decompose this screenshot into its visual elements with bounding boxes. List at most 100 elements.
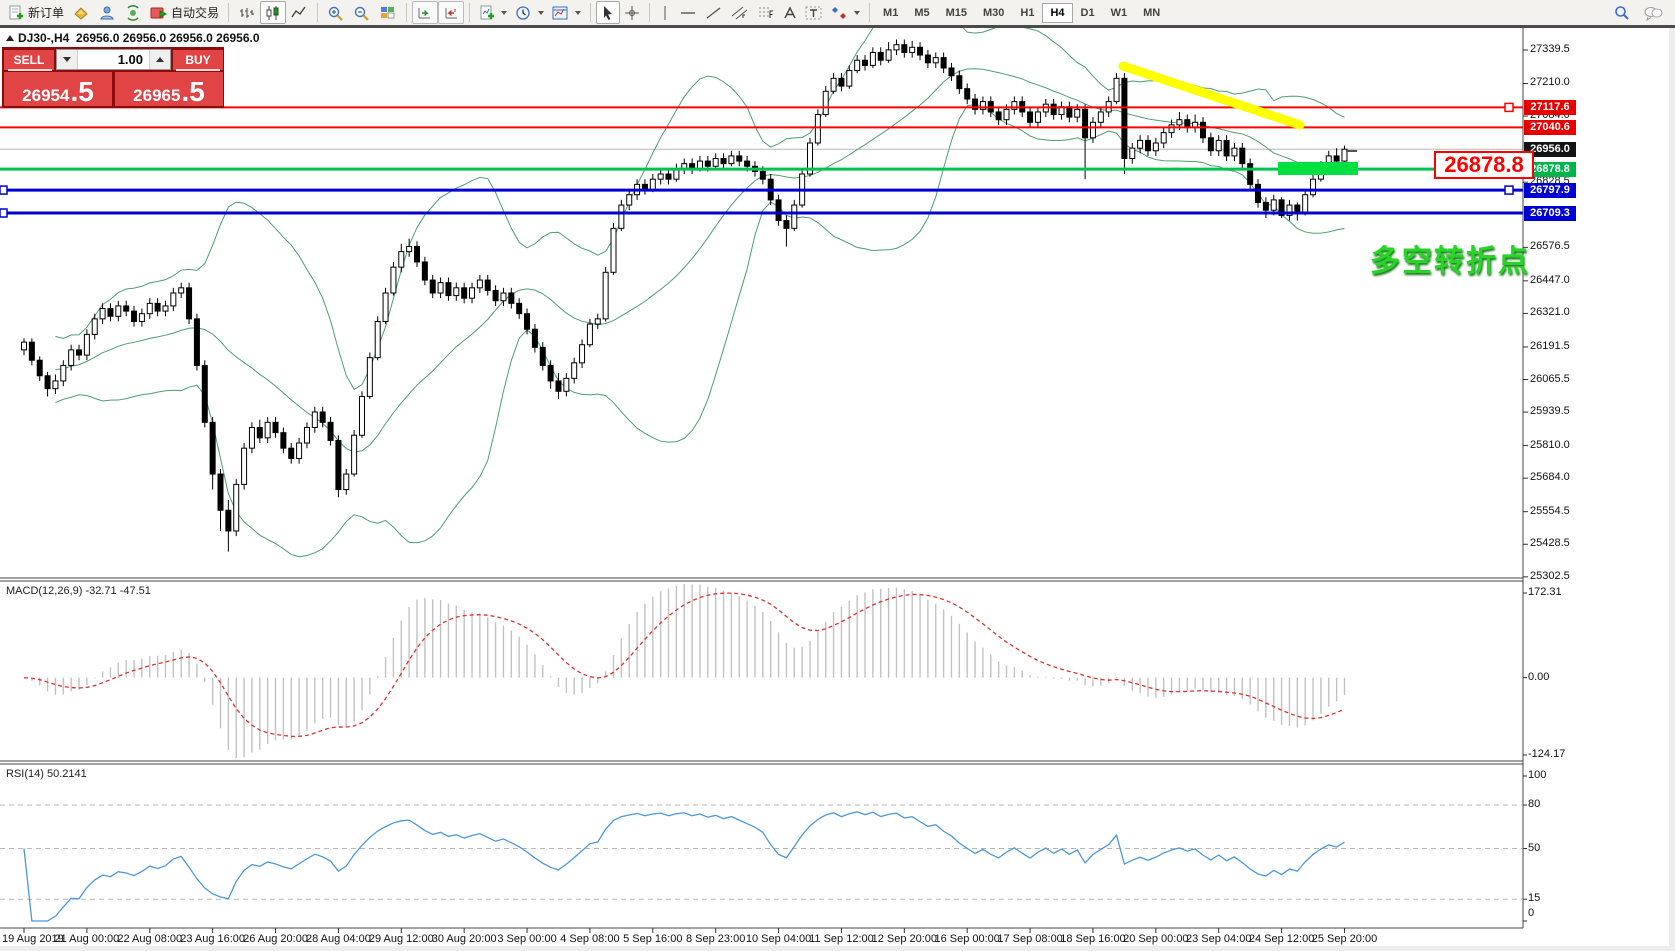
buy-underline	[176, 69, 220, 71]
auto-trading-button[interactable]: 自动交易	[146, 1, 223, 24]
bollinger-lower-band	[55, 103, 1345, 558]
auto-trading-label: 自动交易	[171, 6, 220, 20]
channel-icon	[731, 6, 748, 19]
auto-scroll-button[interactable]	[412, 1, 439, 24]
tf-m1-button[interactable]: M1	[883, 6, 899, 19]
dropdown-caret-icon	[501, 10, 508, 15]
vertical-line-icon	[664, 5, 666, 20]
text-label-icon	[805, 6, 822, 19]
macd-histogram	[31, 584, 1346, 758]
indicators-button[interactable]	[475, 1, 511, 24]
chat-button[interactable]	[1639, 1, 1667, 24]
auto-scroll-icon	[418, 7, 431, 18]
yellow-trendline[interactable]	[1118, 61, 1305, 130]
bar-chart-button[interactable]	[234, 1, 260, 24]
toolbar-separator	[869, 3, 871, 22]
buy-button[interactable]: BUY	[173, 49, 223, 70]
zoom-out-button[interactable]	[349, 1, 375, 24]
signals-button[interactable]	[120, 1, 146, 24]
pivot-annotation-text[interactable]: 多空转折点	[1370, 245, 1530, 278]
toolbar-border	[0, 25, 1675, 28]
arrows-icon	[832, 6, 847, 19]
chat-icon	[1644, 6, 1663, 21]
rsi-label: RSI(14) 50.2141	[6, 768, 87, 780]
candles-series	[21, 39, 1348, 552]
dropdown-caret-icon	[854, 10, 861, 15]
symbol-ohlc-text: DJ30-,H4 26956.0 26956.0 26956.0 26956.0	[18, 31, 260, 45]
new-order-icon	[9, 5, 23, 19]
volume-decrease-button[interactable]	[57, 50, 78, 69]
templates-button[interactable]	[548, 1, 585, 24]
sell-button[interactable]: SELL	[4, 49, 54, 70]
equidistant-channel-button[interactable]	[727, 1, 753, 24]
sell-price-frac: .5	[70, 76, 94, 108]
line-chart-button[interactable]	[286, 1, 312, 24]
tf-d1-button[interactable]: D1	[1080, 6, 1095, 19]
horizontal-line-button[interactable]	[675, 1, 701, 24]
quotes-button[interactable]	[68, 1, 94, 24]
candlestick-chart-button[interactable]	[260, 1, 287, 24]
window-edge-right	[1669, 28, 1675, 946]
horizontal-line-icon	[681, 11, 696, 14]
volume-input[interactable]: 1.00	[117, 52, 143, 67]
macd-signal-line	[23, 592, 1345, 738]
price-level-callout[interactable]: 26878.8	[1434, 151, 1534, 179]
tf-mn-button[interactable]: MN	[1143, 6, 1161, 19]
fibonacci-icon	[759, 7, 774, 18]
crosshair-button[interactable]	[620, 1, 644, 24]
trendline-icon	[706, 6, 721, 19]
buy-price-button[interactable]: 26965.5	[115, 72, 223, 106]
tf-m5-button[interactable]: M5	[914, 6, 930, 19]
collapse-arrow-icon[interactable]	[6, 35, 14, 41]
sell-price-button[interactable]: 26954.5	[4, 72, 112, 106]
tile-windows-icon	[381, 6, 395, 18]
trendline-button[interactable]	[701, 1, 727, 24]
fibonacci-button[interactable]	[753, 1, 779, 24]
zoom-out-icon	[354, 6, 369, 21]
rsi-line	[23, 811, 1345, 922]
toolbar-separator	[406, 3, 408, 22]
text-a-icon	[784, 5, 796, 18]
arrows-button[interactable]	[827, 1, 864, 24]
volume-stepper: 1.00	[56, 49, 171, 70]
tf-m15-button[interactable]: M15	[945, 6, 967, 19]
vertical-line-button[interactable]	[655, 1, 675, 24]
toolbar-separator	[469, 3, 471, 22]
tf-m30-button[interactable]: M30	[983, 6, 1005, 19]
text-button[interactable]	[779, 1, 801, 24]
trade-panel-top-row: SELL 1.00 BUY	[4, 49, 223, 70]
periods-button[interactable]	[511, 1, 548, 24]
indicators-icon	[480, 5, 495, 19]
zoom-in-button[interactable]	[323, 1, 349, 24]
cursor-icon	[604, 5, 613, 20]
text-label-button[interactable]	[801, 1, 827, 24]
bar-chart-icon	[240, 7, 255, 18]
tf-w1-button[interactable]: W1	[1110, 6, 1128, 19]
support-zone-rect[interactable]	[1278, 162, 1358, 175]
sell-underline	[8, 69, 52, 71]
toolbar-separator	[228, 3, 230, 22]
new-order-label: 新订单	[28, 6, 65, 20]
line-end-marker	[0, 185, 8, 195]
chart-shift-button[interactable]	[438, 1, 465, 24]
buy-price-frac: .5	[181, 76, 205, 108]
tf-h1-button[interactable]: H1	[1020, 6, 1035, 19]
dropdown-caret-icon	[575, 10, 582, 15]
tile-windows-button[interactable]	[375, 1, 401, 24]
chart-shift-icon	[445, 7, 458, 18]
line-end-marker	[1504, 185, 1514, 195]
line-end-marker	[0, 208, 8, 218]
candlestick-chart-icon	[266, 5, 279, 20]
community-button[interactable]	[94, 1, 120, 24]
person-icon	[100, 6, 114, 19]
macd-label: MACD(12,26,9) -32.71 -47.51	[6, 585, 151, 597]
search-button[interactable]	[1609, 1, 1635, 24]
triangle-down-icon	[63, 57, 71, 62]
new-order-button[interactable]: 新订单	[4, 1, 68, 24]
volume-increase-button[interactable]	[149, 50, 170, 69]
window-edge-bottom	[0, 946, 1675, 951]
tf-h4-button[interactable]: H4	[1042, 2, 1073, 23]
cursor-button[interactable]	[596, 1, 621, 24]
